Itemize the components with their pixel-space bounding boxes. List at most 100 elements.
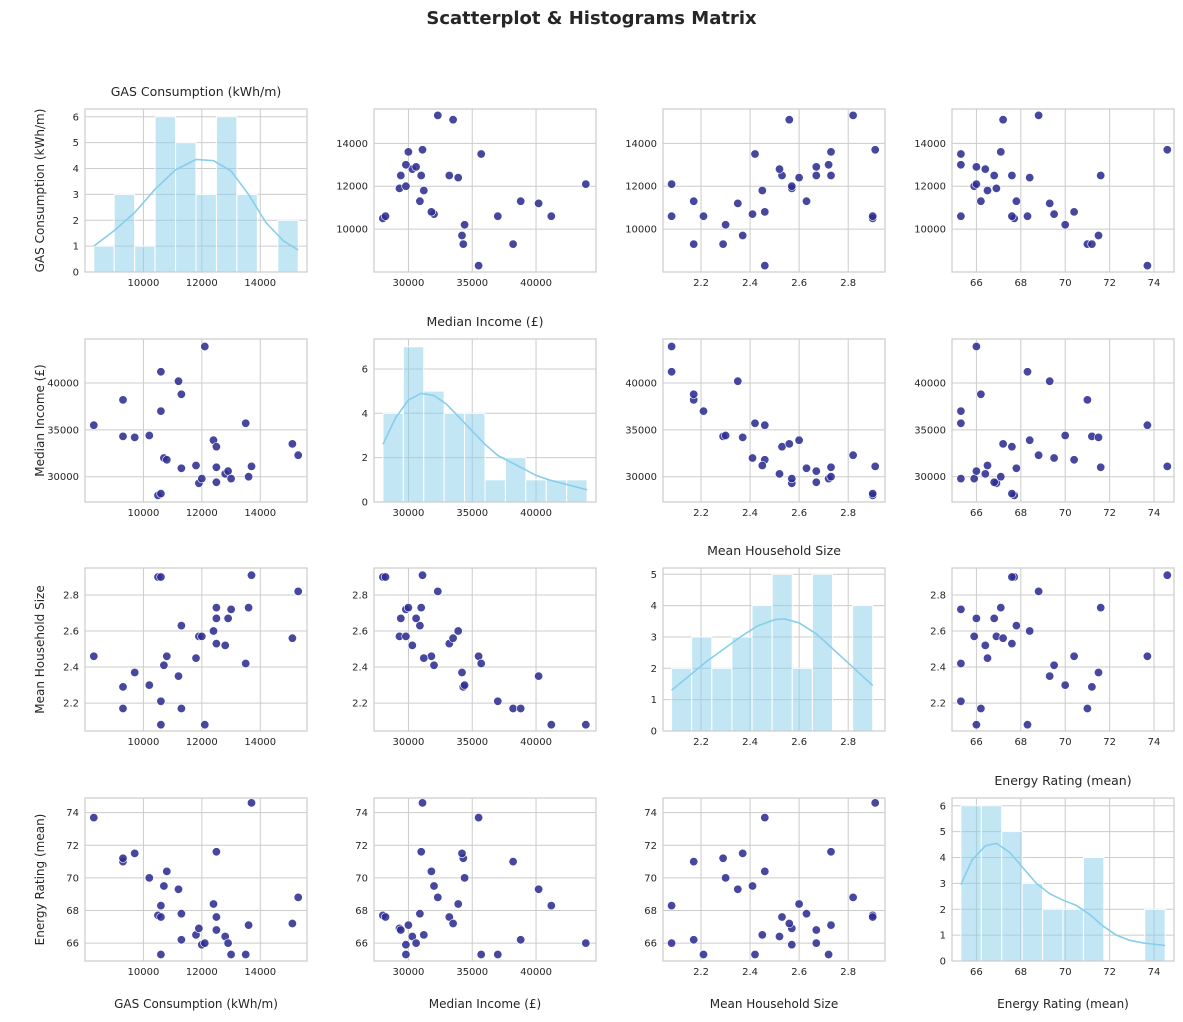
x-tick-label: 40000 (520, 737, 552, 748)
y-axis-label: Median Income (£) (33, 364, 47, 476)
y-tick-label: 2 (73, 216, 79, 227)
scatter-point (89, 420, 99, 430)
x-tick-label: 2.8 (840, 967, 856, 978)
x-tick-label: 66 (970, 737, 983, 748)
scatter-point (401, 949, 411, 959)
scatter-point (989, 171, 999, 181)
panel-r2-c0: 10000 12000 14000 2.2 2.4 2.6 2.8 Mean Househol… (33, 567, 308, 748)
y-tick-label: 2.6 (930, 627, 946, 638)
panel-frame (951, 108, 1175, 273)
scatter-point (1011, 196, 1021, 206)
scatter-point (396, 613, 406, 623)
y-tick-label: 2.6 (352, 627, 368, 638)
scatter-point (980, 640, 990, 650)
y-tick-label: 74 (66, 808, 79, 819)
scatter-point (996, 603, 1006, 613)
scatter-point (287, 918, 297, 928)
scatter-point (811, 477, 821, 487)
scatter-point (429, 881, 439, 891)
x-tick-label: 14000 (244, 508, 276, 519)
scatter-point (868, 489, 878, 499)
panel-frame (662, 108, 886, 273)
scatter-point (247, 461, 257, 471)
scatter-point (433, 586, 443, 596)
scatter-point (460, 220, 470, 230)
y-tick-label: 68 (66, 906, 79, 917)
panel-frame (373, 338, 597, 503)
scatter-point (174, 376, 184, 386)
x-tick-label: 2.6 (791, 967, 807, 978)
histogram-bar (382, 412, 404, 503)
scatter-point (244, 472, 254, 482)
histogram-bar (1062, 908, 1084, 962)
scatter-point (1069, 651, 1079, 661)
panel-title-energy-rating-mean: Energy Rating (mean) (994, 773, 1131, 788)
scatter-point (826, 847, 836, 857)
scatter-point (118, 395, 128, 405)
y-tick-label: 0 (940, 957, 946, 968)
scatter-point (1007, 171, 1017, 181)
x-tick-label: 2.4 (742, 278, 758, 289)
y-tick-label: 68 (644, 906, 657, 917)
scatter-point (777, 912, 787, 922)
x-tick-label: 70 (1059, 278, 1072, 289)
scatter-point (416, 603, 426, 613)
histogram-bar (671, 667, 693, 732)
scatter-point (826, 147, 836, 157)
scatter-point (448, 115, 458, 125)
y-axis-label: Mean Household Size (33, 585, 47, 713)
scatter-point (721, 873, 731, 883)
scatter-point (546, 720, 556, 730)
scatter-point (1011, 463, 1021, 473)
scatter-point (241, 949, 251, 959)
y-tick-label: 2.8 (63, 591, 79, 602)
x-tick-label: 68 (1014, 508, 1027, 519)
y-tick-label: 14000 (336, 139, 368, 150)
x-tick-label: 74 (1148, 278, 1161, 289)
scatter-point (757, 930, 767, 940)
scatter-point (460, 680, 470, 690)
x-tick-label: 30000 (393, 737, 425, 748)
scatter-point (380, 572, 390, 582)
scatter-point (801, 463, 811, 473)
scatter-point (989, 613, 999, 623)
panel-r3-c0: 10000 12000 14000 66 68 70 72 74 Energy Rating (… (33, 797, 308, 1011)
scatter-point (197, 631, 207, 641)
scatter-point (156, 572, 166, 582)
scatter-point (870, 145, 880, 155)
x-tick-label: 66 (970, 967, 983, 978)
x-axis-label: GAS Consumption (kWh/m) (114, 997, 278, 1011)
x-tick-label: 2.8 (840, 737, 856, 748)
scatter-point (226, 474, 236, 484)
y-tick-label: 2.6 (63, 627, 79, 638)
scatter-point (191, 653, 201, 663)
panel-frame (373, 108, 597, 273)
x-tick-label: 2.2 (693, 278, 709, 289)
scatter-point (293, 450, 303, 460)
x-tick-label: 74 (1148, 967, 1161, 978)
scatter-point (118, 431, 128, 441)
scatter-point (870, 461, 880, 471)
x-tick-label: 40000 (520, 278, 552, 289)
scatter-point (747, 453, 757, 463)
x-tick-label: 66 (970, 278, 983, 289)
scatter-point (1087, 239, 1097, 249)
scatter-point (1034, 450, 1044, 460)
scatter-point (848, 450, 858, 460)
scatter-point (826, 462, 836, 472)
scatter-point (667, 367, 677, 377)
scatter-point (1049, 209, 1059, 219)
scatter-point (774, 931, 784, 941)
y-tick-label: 74 (355, 808, 368, 819)
scatter-point (416, 847, 426, 857)
y-tick-label: 66 (644, 939, 657, 950)
scatter-point (667, 938, 677, 948)
scatter-point (118, 703, 128, 713)
scatter-point (211, 603, 221, 613)
y-tick-label: 2.2 (352, 699, 368, 710)
y-tick-label: 66 (66, 939, 79, 950)
y-tick-label: 1 (651, 695, 657, 706)
scatter-point (174, 671, 184, 681)
